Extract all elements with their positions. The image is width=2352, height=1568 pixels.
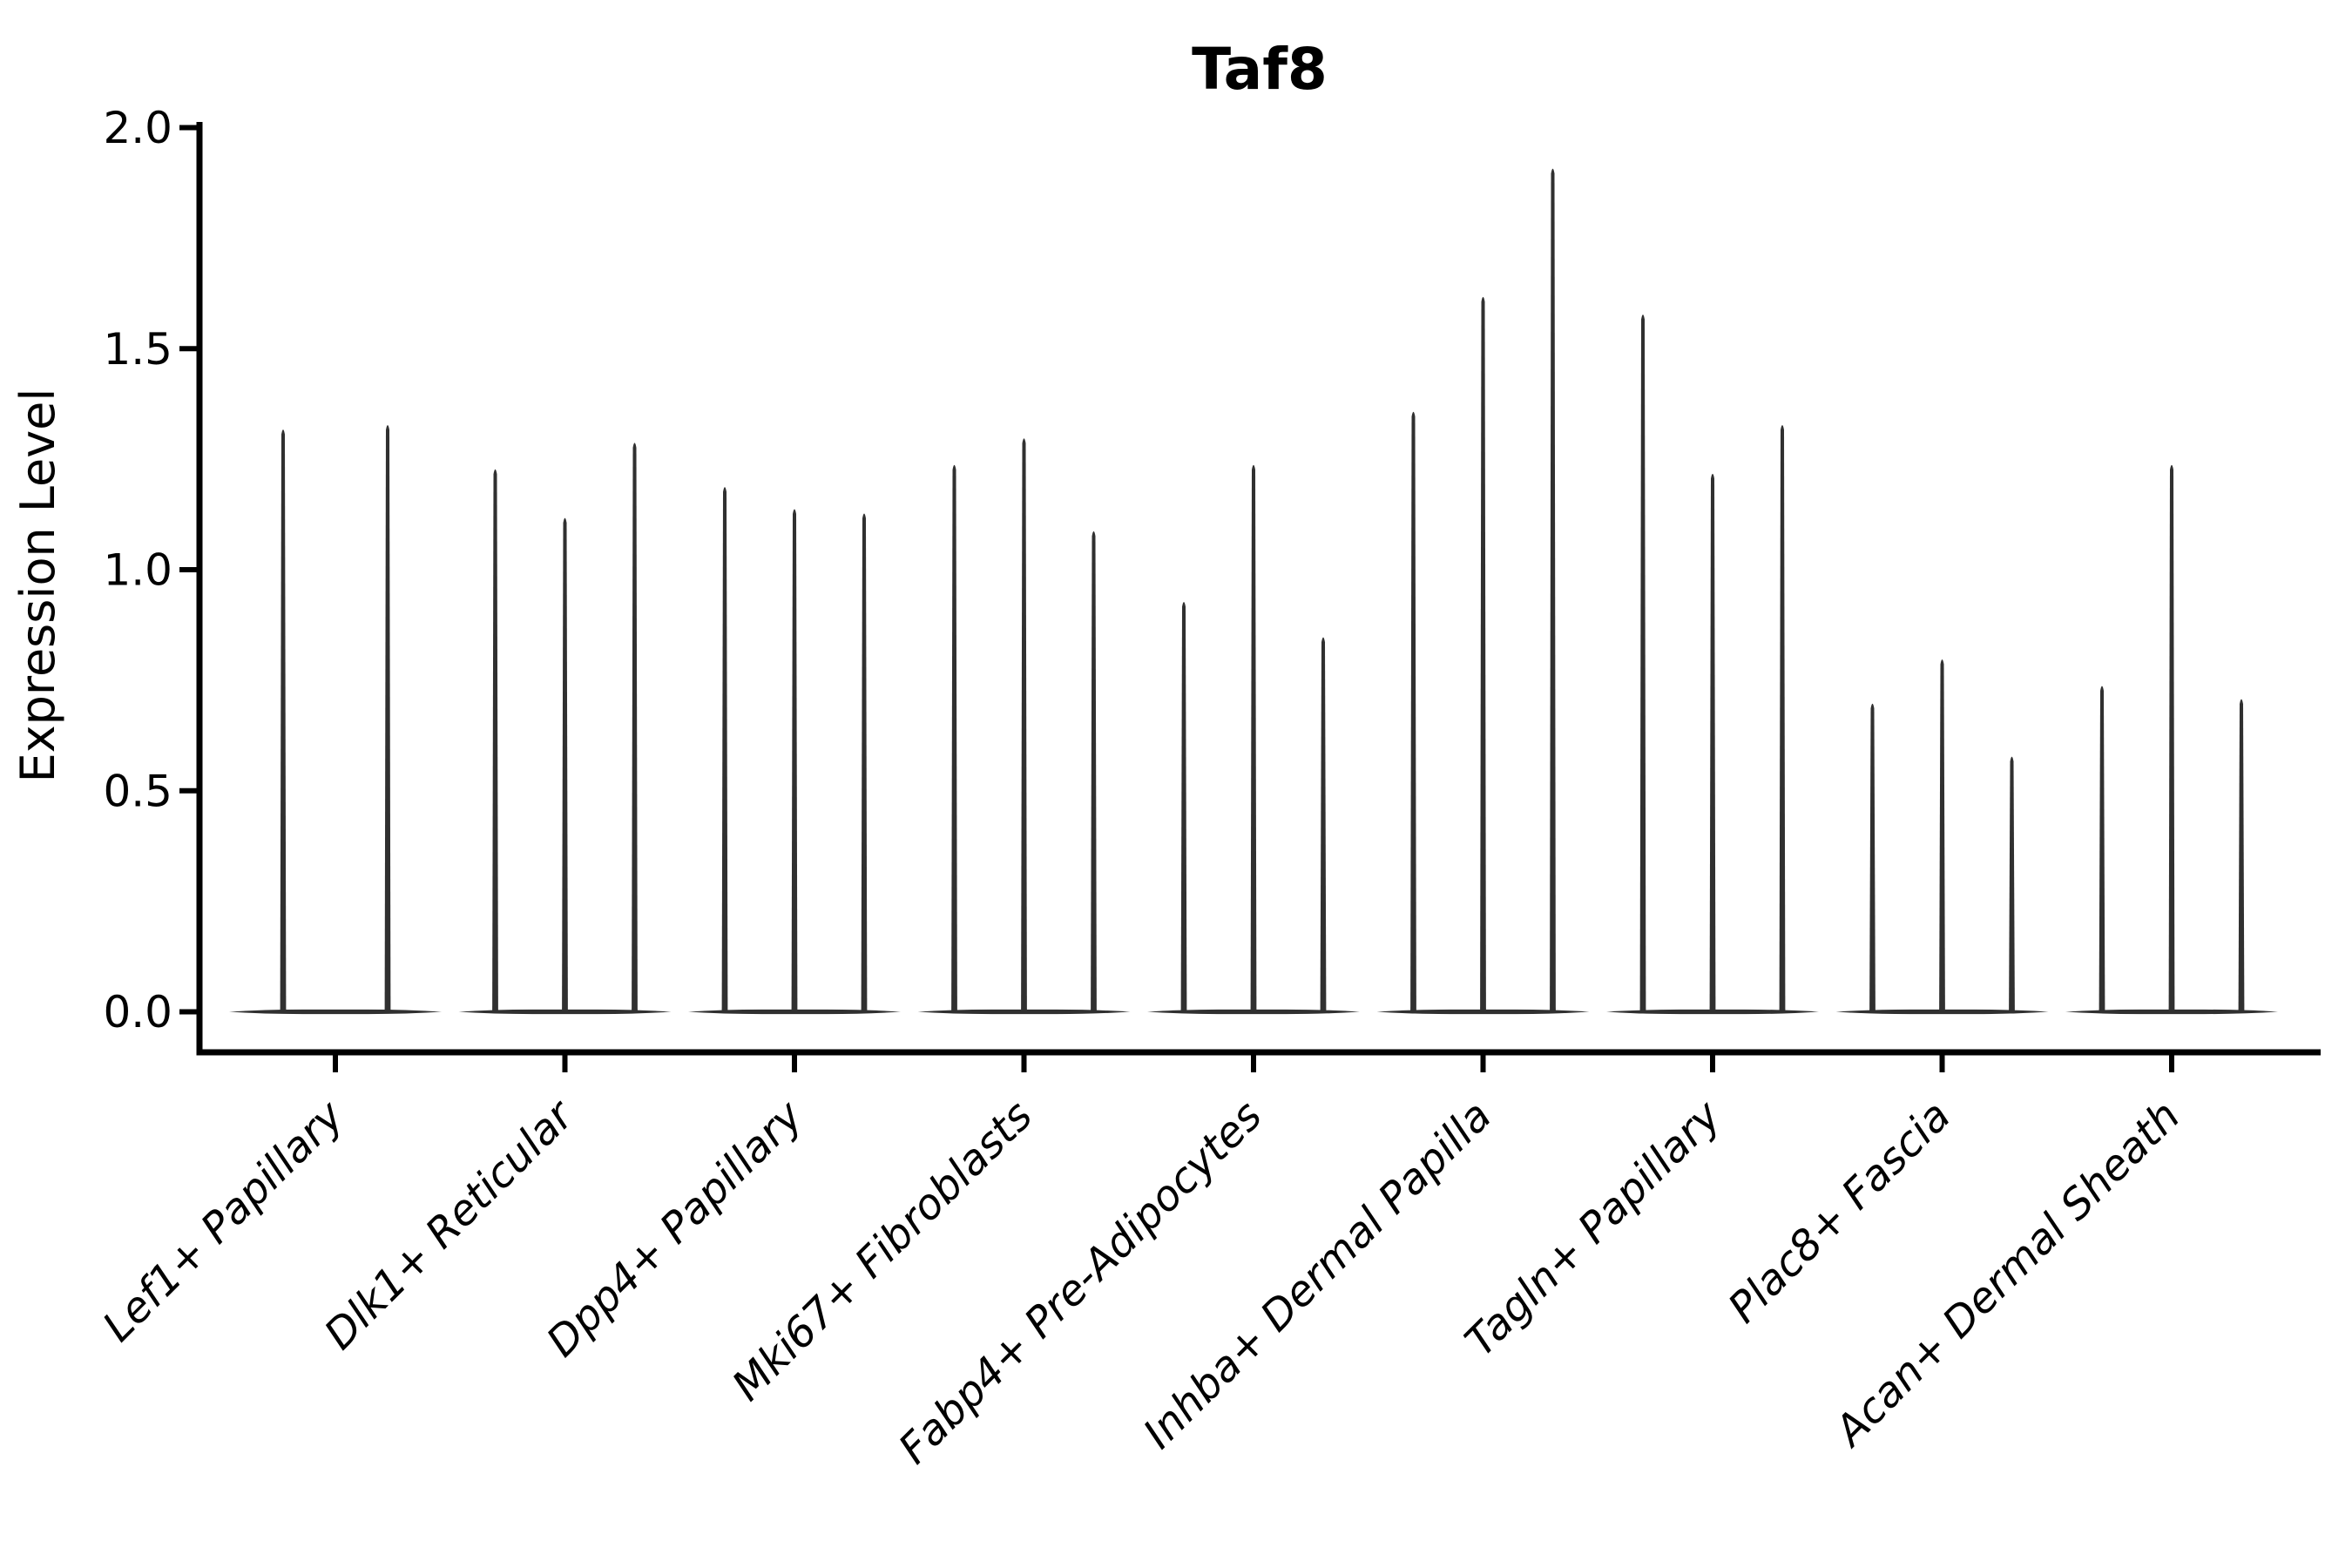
violin-spike <box>791 509 798 1012</box>
violin-spike <box>1639 314 1646 1012</box>
violin-spike <box>1320 637 1327 1012</box>
x-tick-label-lef1-papillary: Lef1+ Papillary <box>93 1091 354 1351</box>
violin-spike <box>1869 703 1876 1012</box>
violin-spike <box>1709 473 1716 1012</box>
violin-spike <box>632 443 638 1012</box>
x-tick-label-fabp4-pre-adipocytes: Fabp4+ Pre-Adipocytes <box>889 1092 1272 1474</box>
chart-title: Taf8 <box>1192 36 1328 103</box>
violin-spike <box>951 464 957 1012</box>
violin-spike <box>492 469 498 1012</box>
violin-spike <box>2238 699 2245 1012</box>
violin-spike <box>721 487 728 1012</box>
violin-spike <box>1410 411 1416 1012</box>
y-axis-label: Expression Level <box>10 389 65 783</box>
violin-group-plac8-fascia <box>1835 659 2049 1015</box>
violin-group-tagln-papillary <box>1606 314 1819 1015</box>
y-tick-label: 0.0 <box>103 987 172 1037</box>
violin-group-acan-dermal-sheath <box>2065 464 2278 1015</box>
violin-spike <box>1550 168 1556 1012</box>
x-ticks <box>333 1055 2174 1072</box>
violin-spike <box>280 429 287 1012</box>
violin-spike <box>1250 464 1257 1012</box>
violin-spike <box>1091 531 1097 1012</box>
x-tick-label-plac8-fascia: Plac8+ Fascia <box>1719 1092 1960 1333</box>
violin-group-dpp4-papillary <box>688 487 901 1015</box>
x-tick-label-tagln-papillary: Tagln+ Papillary <box>1456 1091 1731 1366</box>
violin-group-inhba-dermal-papilla <box>1376 168 1590 1015</box>
x-tick-label-dpp4-papillary: Dpp4+ Papillary <box>537 1091 813 1366</box>
violin-spike <box>2009 756 2015 1012</box>
violin-spike <box>1180 602 1187 1012</box>
y-ticks <box>179 125 197 1015</box>
violin-group-lef1-papillary <box>229 425 442 1015</box>
violin-spike <box>2168 464 2175 1012</box>
violin-spike <box>2099 686 2105 1012</box>
y-tick-label: 1.5 <box>103 324 172 375</box>
y-tick-labels: 0.0 0.5 1.0 1.5 2.0 <box>103 103 172 1037</box>
violin-group-dlk1-reticular <box>458 443 672 1015</box>
violin-spike <box>1939 659 1945 1012</box>
violin-spike <box>1779 425 1786 1012</box>
violins-layer <box>229 168 2278 1015</box>
violin-spike <box>1480 296 1486 1012</box>
y-tick-label: 1.0 <box>103 545 172 596</box>
violin-group-fabp4-pre-adipocytes <box>1147 464 1360 1015</box>
x-tick-label-dlk1-reticular: Dlk1+ Reticular <box>315 1090 585 1360</box>
y-tick-label: 0.5 <box>103 766 172 816</box>
violin-group-mki67-fibroblasts <box>917 438 1131 1015</box>
violin-spike <box>1021 438 1027 1012</box>
y-tick-label: 2.0 <box>103 103 172 153</box>
violin-spike <box>861 513 868 1012</box>
violin-baseline <box>229 1009 442 1015</box>
violin-spike <box>384 425 391 1012</box>
violin-spike <box>562 517 568 1012</box>
